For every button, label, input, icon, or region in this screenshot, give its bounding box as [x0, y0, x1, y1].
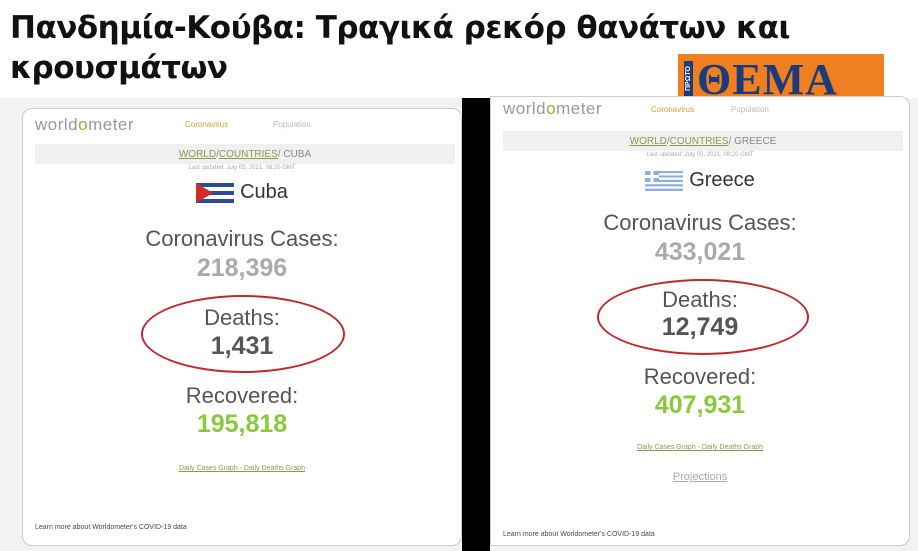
recovered-label: Recovered:: [643, 364, 757, 389]
crumb-countries[interactable]: COUNTRIES: [218, 148, 278, 160]
country-title: Cuba: [23, 181, 461, 204]
learn-more-link[interactable]: Learn more about Worldometer's COVID-19 …: [503, 531, 655, 538]
projections-link[interactable]: Projections: [672, 471, 728, 483]
cases-label: Coronavirus Cases:: [603, 210, 797, 235]
logo-big: ΘΕΜΑ: [697, 54, 838, 104]
nav-coronavirus[interactable]: Coronavirus: [651, 105, 695, 114]
worldometer-logo[interactable]: worldometer: [35, 115, 135, 134]
logo-small: ΠΡΩΤΟ: [684, 61, 693, 97]
highlight-ellipse: [597, 279, 809, 355]
headline-title: Πανδημία-Κούβα: Τραγικά ρεκόρ θανάτων κα…: [10, 10, 790, 86]
recovered-value: 195,818: [196, 410, 288, 438]
worldometer-logo[interactable]: worldometer: [503, 99, 603, 118]
proto-thema-logo: ΠΡΩΤΟ ΘΕΜΑ: [678, 54, 884, 104]
breadcrumb: WORLD / COUNTRIES / GREECE: [503, 131, 903, 151]
nav-population[interactable]: Population: [731, 105, 769, 114]
greece-screenshot: worldometer Coronavirus Population WORLD…: [490, 96, 910, 546]
crumb-countries[interactable]: COUNTRIES: [669, 135, 729, 147]
crumb-world[interactable]: WORLD: [178, 148, 217, 160]
graph-links[interactable]: Daily Cases Graph - Daily Deaths Graph: [636, 444, 764, 451]
crumb-world[interactable]: WORLD: [629, 135, 667, 147]
graph-links[interactable]: Daily Cases Graph - Daily Deaths Graph: [178, 465, 306, 472]
cases-value: 433,021: [654, 238, 746, 266]
cases-label: Coronavirus Cases:: [145, 226, 339, 251]
country-title: Greece: [491, 169, 909, 192]
cuba-flag-icon: [196, 182, 235, 203]
learn-more-link[interactable]: Learn more about Worldometer's COVID-19 …: [35, 524, 187, 531]
cases-value: 218,396: [196, 254, 288, 282]
recovered-label: Recovered:: [185, 383, 299, 408]
cuba-screenshot: worldometer Coronavirus Population WORLD…: [22, 108, 462, 546]
nav-coronavirus[interactable]: Coronavirus: [185, 120, 229, 129]
divider: [462, 98, 490, 551]
last-updated: Last updated: July 05, 2021, 08:20 GMT: [646, 152, 754, 158]
nav-population[interactable]: Population: [273, 120, 311, 129]
headline-banner: Πανδημία-Κούβα: Τραγικά ρεκόρ θανάτων κα…: [0, 0, 918, 104]
greece-flag-icon: [645, 170, 684, 191]
highlight-ellipse: [141, 295, 345, 373]
breadcrumb: WORLD / COUNTRIES / CUBA: [35, 144, 455, 164]
recovered-value: 407,931: [654, 391, 746, 419]
last-updated: Last updated: July 05, 2021, 08:20 GMT: [188, 165, 296, 171]
